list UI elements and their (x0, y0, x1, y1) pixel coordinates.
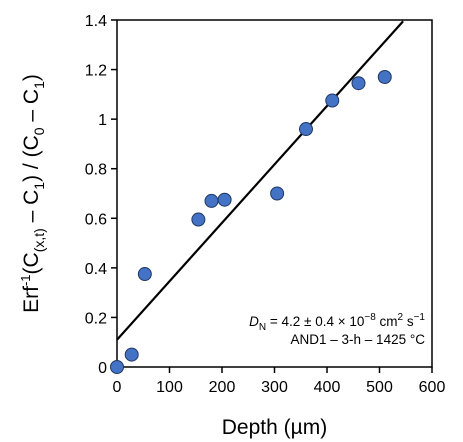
annotation-part: s (403, 314, 414, 329)
y-title-part: Erf (20, 286, 43, 313)
y-tick-label: 1.2 (85, 63, 107, 80)
annotation-part: −1 (414, 312, 426, 323)
y-tick-label: 1.4 (85, 13, 107, 30)
data-point (299, 122, 313, 137)
data-point (137, 267, 152, 282)
annotation-part: = 4.2 ± 0.4 × 10 (266, 314, 364, 329)
annotation-part: −8 (364, 312, 376, 323)
axes: 0 100 200 300 400 500 600 0 0.2 0.4 0.6 0.8 1 1.2 1.4 (85, 13, 446, 396)
y-tick-label: 0.6 (85, 211, 107, 228)
x-tick-label: 400 (314, 379, 341, 396)
x-tick-label: 100 (156, 379, 183, 396)
y-title-part: 1 (31, 182, 47, 190)
data-point (110, 360, 124, 374)
annotation-part: cm (376, 314, 398, 329)
data-point (217, 192, 232, 207)
annotation-part: N (259, 322, 266, 333)
y-tick-label: 0.4 (85, 261, 107, 278)
data-point (325, 93, 340, 108)
x-tick-label: 600 (419, 379, 446, 396)
annotation-part: D (249, 314, 259, 329)
fit-line-group (116, 20, 404, 341)
y-title-part: (x,t) (31, 228, 47, 252)
x-tick-label: 500 (366, 379, 393, 396)
y-tick-label: 0 (98, 360, 107, 377)
x-axis-title: Depth (µm) (222, 416, 327, 439)
y-title-part: – C (20, 190, 43, 229)
data-point (351, 76, 366, 91)
y-title-part: 0 (31, 127, 47, 135)
data-point (204, 193, 219, 208)
annotation-line-1: DN = 4.2 ± 0.4 × 10−8 cm2 s−1 (249, 312, 425, 333)
data-point (377, 70, 392, 85)
y-axis-title: Erf-1(C(x,t) – C1) / (C0 – C1) (18, 74, 47, 313)
annotation-line-2: AND1 – 3-h – 1425 °C (291, 332, 426, 347)
y-title-part: ) (20, 74, 43, 81)
y-title-part: – C (20, 89, 43, 128)
data-point (124, 347, 139, 362)
x-tick-label: 0 (113, 379, 122, 396)
y-tick-label: 1 (98, 112, 107, 129)
data-point (270, 186, 285, 201)
data-point (191, 212, 206, 227)
y-title-part: -1 (18, 274, 33, 286)
fit-line (116, 20, 404, 341)
data-points (110, 70, 392, 374)
y-tick-label: 0.2 (85, 310, 107, 327)
x-tick-label: 300 (261, 379, 288, 396)
annotation-part: 2 (398, 312, 404, 323)
y-title-part: 1 (31, 81, 47, 89)
y-tick-label: 0.8 (85, 162, 107, 179)
y-title-part: ) / (C (20, 135, 43, 182)
x-tick-label: 200 (209, 379, 236, 396)
y-title-part: (C (20, 252, 43, 274)
